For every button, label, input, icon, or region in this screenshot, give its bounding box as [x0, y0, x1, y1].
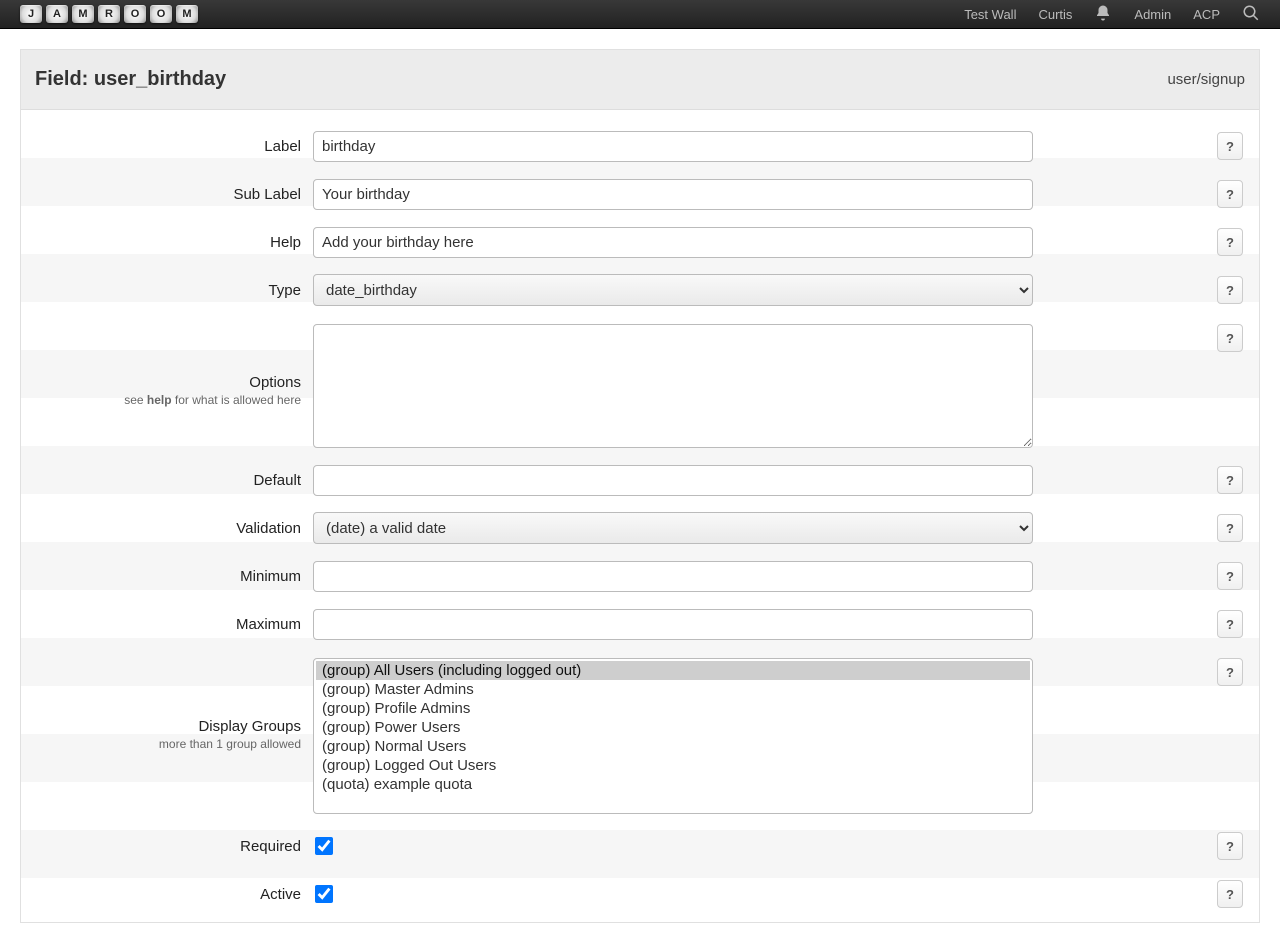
- groups-label: Display Groups more than 1 group allowed: [35, 658, 313, 751]
- bell-icon[interactable]: [1094, 4, 1112, 25]
- sublabel-label: Sub Label: [35, 186, 313, 203]
- help-button[interactable]: ?: [1217, 324, 1243, 352]
- logo-letter: A: [46, 5, 68, 23]
- breadcrumb: user/signup: [1167, 71, 1245, 88]
- help-input[interactable]: [313, 227, 1033, 258]
- page-title: Field: user_birthday: [35, 68, 226, 91]
- help-button[interactable]: ?: [1217, 276, 1243, 304]
- help-button[interactable]: ?: [1217, 514, 1243, 542]
- nav-item[interactable]: ACP: [1193, 7, 1220, 22]
- nav-item[interactable]: Test Wall: [964, 7, 1016, 22]
- label-label: Label: [35, 138, 313, 155]
- sublabel-input[interactable]: [313, 179, 1033, 210]
- maximum-input[interactable]: [313, 609, 1033, 640]
- help-button[interactable]: ?: [1217, 880, 1243, 908]
- help-button[interactable]: ?: [1217, 562, 1243, 590]
- logo-letter: O: [124, 5, 146, 23]
- active-checkbox[interactable]: [315, 885, 333, 903]
- help-button[interactable]: ?: [1217, 180, 1243, 208]
- search-icon[interactable]: [1242, 4, 1260, 25]
- nav-item[interactable]: Admin: [1134, 7, 1171, 22]
- type-select[interactable]: date_birthday: [313, 274, 1033, 306]
- topbar-nav: Test Wall Curtis Admin ACP: [964, 4, 1260, 25]
- help-button[interactable]: ?: [1217, 832, 1243, 860]
- help-label: Help: [35, 234, 313, 251]
- logo-letter: J: [20, 5, 42, 23]
- active-label: Active: [35, 886, 313, 903]
- logo-letter: M: [176, 5, 198, 23]
- validation-label: Validation: [35, 520, 313, 537]
- nav-item[interactable]: Curtis: [1038, 7, 1072, 22]
- groups-select[interactable]: (group) All Users (including logged out)…: [313, 658, 1033, 814]
- help-button[interactable]: ?: [1217, 228, 1243, 256]
- minimum-input[interactable]: [313, 561, 1033, 592]
- options-label: Options see help for what is allowed her…: [35, 324, 313, 407]
- validation-select[interactable]: (date) a valid date: [313, 512, 1033, 544]
- default-input[interactable]: [313, 465, 1033, 496]
- label-input[interactable]: [313, 131, 1033, 162]
- maximum-label: Maximum: [35, 616, 313, 633]
- panel-header: Field: user_birthday user/signup: [21, 50, 1259, 110]
- type-label: Type: [35, 282, 313, 299]
- options-textarea[interactable]: [313, 324, 1033, 448]
- logo: JAMROOM: [20, 5, 198, 23]
- required-checkbox[interactable]: [315, 837, 333, 855]
- logo-letter: M: [72, 5, 94, 23]
- topbar: JAMROOM Test Wall Curtis Admin ACP: [0, 0, 1280, 29]
- help-button[interactable]: ?: [1217, 132, 1243, 160]
- logo-letter: R: [98, 5, 120, 23]
- default-label: Default: [35, 472, 313, 489]
- required-label: Required: [35, 838, 313, 855]
- logo-letter: O: [150, 5, 172, 23]
- form-panel: Field: user_birthday user/signup Label ?…: [20, 49, 1260, 923]
- help-button[interactable]: ?: [1217, 658, 1243, 686]
- minimum-label: Minimum: [35, 568, 313, 585]
- help-button[interactable]: ?: [1217, 610, 1243, 638]
- help-button[interactable]: ?: [1217, 466, 1243, 494]
